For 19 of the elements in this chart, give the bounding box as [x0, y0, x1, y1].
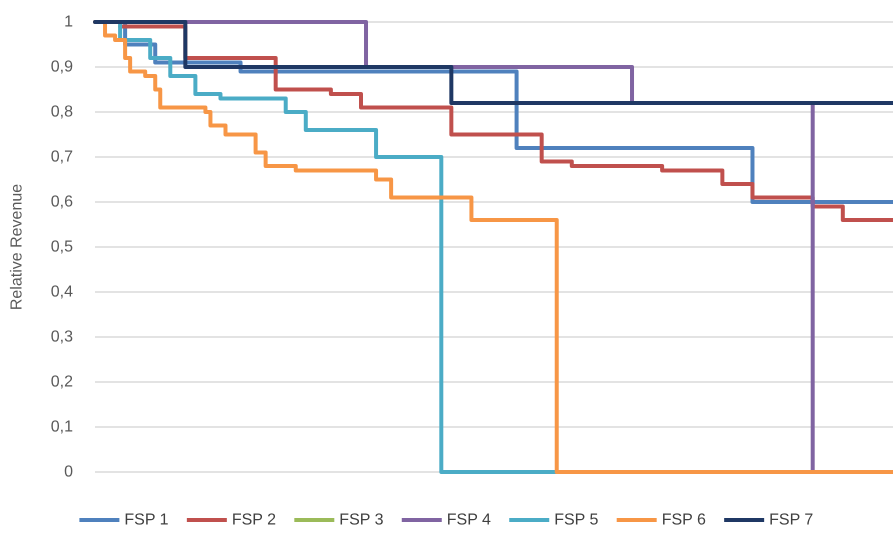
y-tick-label: 0,8: [50, 104, 74, 120]
y-tick-label: 0,7: [50, 148, 74, 166]
y-tick-label: 0,6: [50, 194, 74, 210]
legend-label: FSP 3: [339, 512, 384, 528]
legend-label: FSP 7: [769, 512, 814, 528]
legend-label: FSP 4: [446, 512, 492, 528]
y-tick-label: 0,2: [50, 374, 74, 390]
y-tick-label: 0,4: [50, 284, 74, 300]
legend-label: FSP 5: [554, 512, 599, 528]
legend-label: FSP 6: [662, 512, 706, 528]
legend-label: FSP 2: [232, 512, 276, 528]
y-tick-label: 1: [64, 14, 74, 30]
y-tick-label: 0,3: [50, 328, 74, 346]
legend-label: FSP 1: [124, 512, 169, 528]
y-tick-label: 0: [64, 464, 74, 480]
y-tick-label: 0,9: [50, 58, 74, 76]
y-tick-label: 0,5: [50, 238, 74, 256]
y-axis-title: Relative Revenue: [8, 184, 26, 310]
y-tick-label: 0,1: [50, 418, 74, 436]
